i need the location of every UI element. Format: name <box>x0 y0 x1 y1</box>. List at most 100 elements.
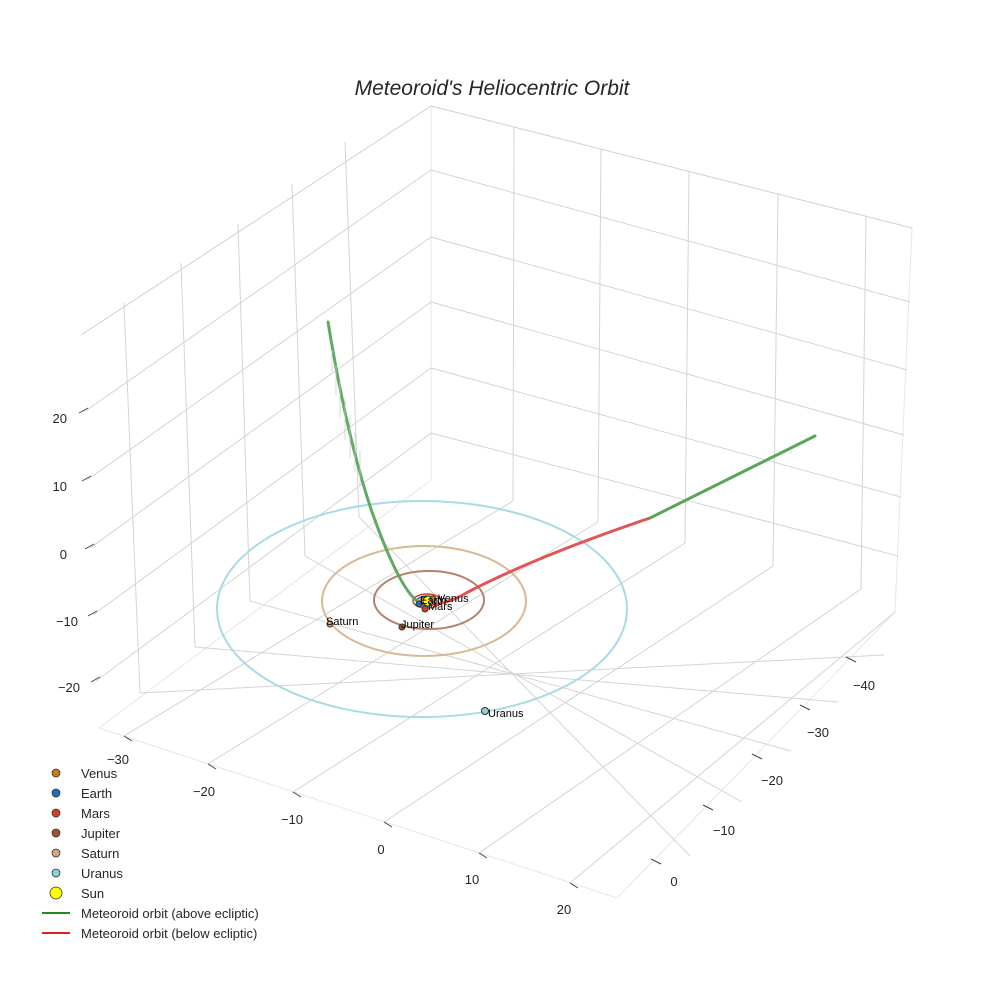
grid-line <box>430 105 913 229</box>
grid-line <box>430 169 911 303</box>
y-tick-label: −40 <box>853 678 875 693</box>
grid-line <box>291 183 306 557</box>
grid-line <box>86 236 432 481</box>
saturn-orbit <box>321 545 527 657</box>
grid-line <box>344 141 360 518</box>
y-tick-labels: −40 −30 −20 −10 0 <box>670 678 875 889</box>
venus-label: Venus <box>438 593 469 605</box>
x-tick-mark <box>569 882 579 889</box>
saturn-label: Saturn <box>326 616 358 628</box>
floor-edge <box>98 611 896 899</box>
meteoroid-orbit-above-right <box>648 434 817 520</box>
legend-marker <box>49 886 63 900</box>
meteoroid-orbit-below <box>418 516 652 606</box>
meteoroid-orbit <box>326 320 817 606</box>
grid-line <box>123 302 141 694</box>
legend-label: Saturn <box>81 846 119 861</box>
grid-line <box>92 367 432 616</box>
grid-line <box>80 105 432 336</box>
legend-label: Meteoroid orbit (above ecliptic) <box>81 906 259 921</box>
x-tick-mark <box>207 763 217 770</box>
uranus-marker <box>481 707 489 715</box>
grid-line <box>89 301 432 549</box>
left-pane-edge <box>80 105 432 729</box>
legend-label: Meteoroid orbit (below ecliptic) <box>81 926 257 941</box>
y-tick-mark <box>799 704 811 711</box>
tick-marks <box>78 407 857 889</box>
grid-line <box>304 555 743 803</box>
planet-labels: Venus Earth Mars Jupiter Saturn Uranus <box>326 593 524 720</box>
legend-marker <box>51 868 61 878</box>
z-tick-label: 20 <box>53 411 67 426</box>
z-tick-mark <box>78 407 89 414</box>
x-tick-label: −20 <box>193 784 215 799</box>
grid-line <box>123 500 514 737</box>
x-tick-mark <box>123 735 133 742</box>
grid-line <box>95 432 432 682</box>
grid-line <box>430 236 908 371</box>
z-tick-label: 10 <box>53 479 67 494</box>
legend-label: Sun <box>81 886 104 901</box>
projection-lines <box>331 350 792 485</box>
earth-label: Earth <box>420 595 446 607</box>
y-tick-label: −10 <box>713 823 735 838</box>
z-tick-mark <box>84 543 95 550</box>
x-tick-mark <box>383 821 393 828</box>
grid-line <box>684 170 690 544</box>
meteoroid-orbit-above-left <box>326 320 422 605</box>
z-tick-labels: 20 10 0 −10 −20 <box>53 411 80 695</box>
legend-label: Earth <box>81 786 112 801</box>
grid-line <box>180 262 196 648</box>
planets <box>326 595 489 715</box>
x-tick-label: 0 <box>377 842 384 857</box>
back-pane-edge <box>430 105 913 613</box>
jupiter-orbit <box>373 570 485 630</box>
y-tick-mark <box>702 804 714 811</box>
legend-label: Mars <box>81 806 110 821</box>
y-tick-label: −30 <box>807 725 829 740</box>
legend-label: Venus <box>81 766 118 781</box>
legend-marker <box>51 828 61 838</box>
z-tick-label: −10 <box>56 614 78 629</box>
grid-line <box>430 367 902 498</box>
z-tick-mark <box>81 475 92 482</box>
grid-line <box>430 301 905 436</box>
legend-marker <box>51 788 61 798</box>
legend-marker <box>51 808 61 818</box>
z-tick-label: −20 <box>58 680 80 695</box>
y-tick-mark <box>751 753 763 760</box>
z-tick-mark <box>90 676 101 683</box>
saturn-marker <box>326 620 334 628</box>
grid-floor <box>123 500 896 884</box>
grid-line <box>478 588 862 854</box>
y-tick-label: −20 <box>761 773 783 788</box>
z-tick-mark <box>87 610 98 617</box>
mars-marker <box>421 605 429 613</box>
y-tick-label: 0 <box>670 874 677 889</box>
legend-marker <box>51 768 61 778</box>
grid-line <box>512 126 515 502</box>
grid-line <box>860 215 867 590</box>
x-tick-label: 10 <box>465 872 479 887</box>
x-tick-label: 20 <box>557 902 571 917</box>
y-tick-mark <box>845 656 857 663</box>
legend: Venus Earth Mars Jupiter Saturn Uranus Sun Mete… <box>42 766 259 941</box>
legend-label: Uranus <box>81 866 123 881</box>
chart-title: Meteoroid's Heliocentric Orbit <box>355 77 631 100</box>
axis-panes <box>80 105 913 899</box>
venus-marker <box>429 595 437 603</box>
earth-marker <box>415 600 423 608</box>
legend-marker <box>51 848 61 858</box>
grid-left-wall <box>80 105 432 694</box>
x-tick-labels: −30 −20 −10 0 10 20 <box>107 752 571 917</box>
z-tick-label: 0 <box>60 547 67 562</box>
grid-line <box>249 600 792 752</box>
grid-back-wall <box>430 105 913 590</box>
uranus-label: Uranus <box>488 708 524 720</box>
legend-label: Jupiter <box>81 826 121 841</box>
grid-line <box>430 432 899 557</box>
grid-line <box>237 223 251 602</box>
x-tick-mark <box>478 852 488 859</box>
grid-line <box>383 565 774 823</box>
